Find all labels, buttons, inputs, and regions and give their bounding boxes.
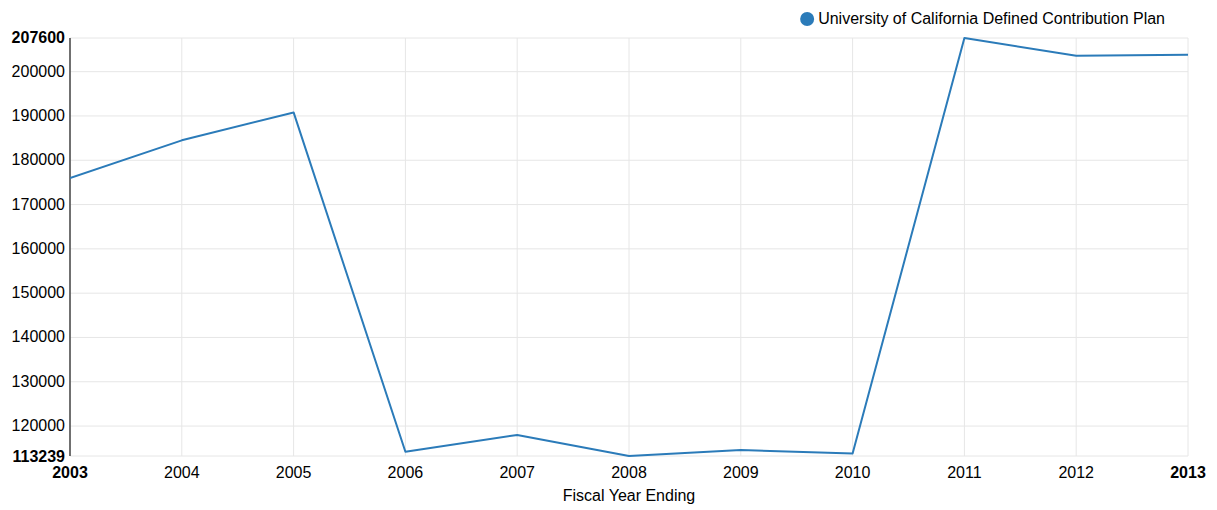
x-tick-label: 2007 [499, 464, 535, 481]
x-tick-label: 2003 [52, 464, 88, 481]
y-tick-label: 150000 [12, 284, 65, 301]
y-grid-line [70, 248, 1188, 249]
chart: 2003 2004 2005 2006 2007 2008 2009 2010 2011 2012… [0, 0, 1217, 510]
x-grid-line [852, 38, 853, 456]
x-tick-label: 2006 [388, 464, 424, 481]
y-tick-label: 160000 [12, 240, 65, 257]
y-tick-label: 190000 [12, 107, 65, 124]
x-tick-label: 2009 [723, 464, 759, 481]
grid [70, 38, 1188, 456]
y-tick-label: 140000 [12, 328, 65, 345]
x-tick-label: 2010 [835, 464, 871, 481]
y-axis-line [69, 38, 71, 456]
y-grid-line [70, 293, 1188, 294]
x-grid-line [629, 38, 630, 456]
y-grid-line [70, 426, 1188, 427]
x-grid-line [70, 38, 71, 456]
y-grid-line [70, 38, 1188, 39]
series-group [70, 38, 1188, 456]
y-grid-line [70, 160, 1188, 161]
y-tick-label: 200000 [12, 63, 65, 80]
y-grid-line [70, 204, 1188, 205]
legend-marker [800, 12, 814, 26]
legend: University of California Defined Contrib… [800, 10, 1165, 27]
series-line [70, 38, 1188, 456]
x-grid-line [405, 38, 406, 456]
y-tick-label: 170000 [12, 196, 65, 213]
x-grid-line [517, 38, 518, 456]
y-tick-label: 130000 [12, 373, 65, 390]
x-axis-label: Fiscal Year Ending [563, 487, 696, 504]
y-tick-label: 113239 [12, 448, 65, 465]
x-grid-line [181, 38, 182, 456]
x-tick-label: 2005 [276, 464, 312, 481]
x-grid-line [293, 38, 294, 456]
y-grid-line [70, 115, 1188, 116]
y-tick-label: 180000 [12, 151, 65, 168]
x-tick-label: 2012 [1058, 464, 1094, 481]
x-tick-label: 2011 [947, 464, 982, 481]
y-grid-line [70, 71, 1188, 72]
x-tick-label: 2013 [1170, 464, 1206, 481]
legend-label: University of California Defined Contrib… [818, 10, 1165, 27]
x-grid-line [1188, 38, 1189, 456]
x-tick-label: 2004 [164, 464, 200, 481]
y-grid-line [70, 381, 1188, 382]
y-grid-line [70, 337, 1188, 338]
x-grid-line [964, 38, 965, 456]
x-tick-label: 2008 [611, 464, 647, 481]
x-grid-line [1076, 38, 1077, 456]
y-tick-label: 120000 [12, 417, 65, 434]
y-tick-label: 207600 [12, 29, 65, 46]
x-grid-line [740, 38, 741, 456]
